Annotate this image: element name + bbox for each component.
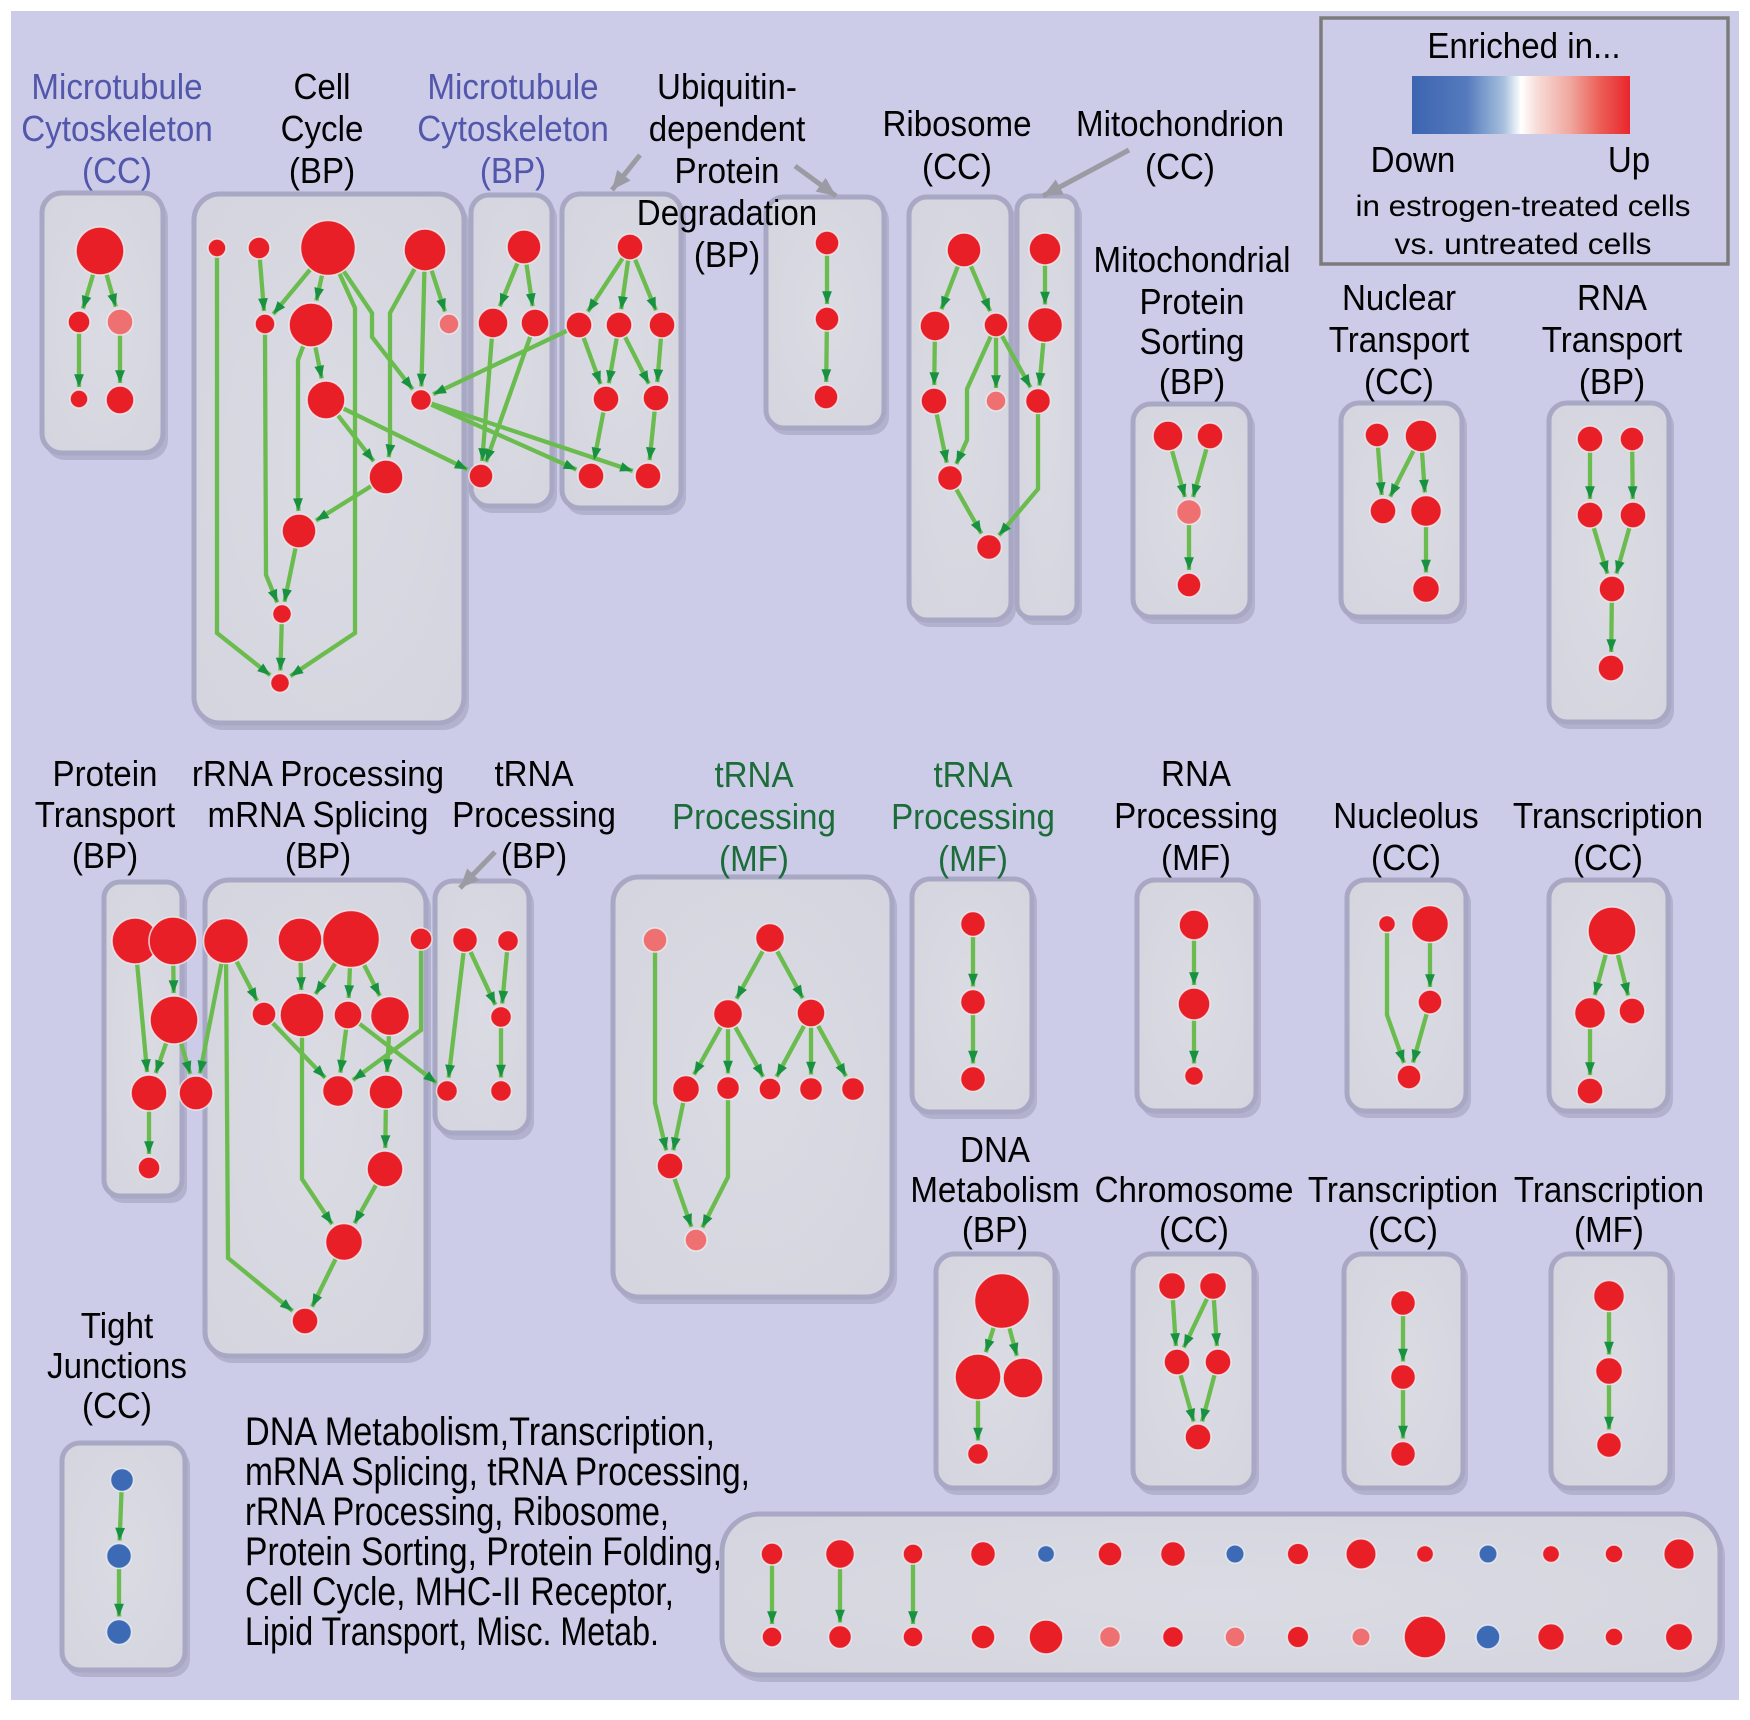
svg-text:Processing: Processing xyxy=(452,794,616,835)
svg-text:Mitochondrion: Mitochondrion xyxy=(1076,103,1284,144)
svg-text:Transport: Transport xyxy=(1329,319,1470,360)
svg-text:(CC): (CC) xyxy=(1364,361,1434,402)
svg-text:Ribosome: Ribosome xyxy=(882,103,1031,144)
svg-text:Microtubule: Microtubule xyxy=(427,66,598,107)
svg-text:(BP): (BP) xyxy=(1579,361,1645,402)
svg-text:Tight: Tight xyxy=(81,1305,153,1346)
svg-text:(BP): (BP) xyxy=(289,150,355,191)
svg-text:Nucleolus: Nucleolus xyxy=(1333,795,1478,836)
svg-text:mRNA Splicing: mRNA Splicing xyxy=(208,794,429,835)
svg-text:Cell: Cell xyxy=(293,66,350,107)
svg-text:Ubiquitin-: Ubiquitin- xyxy=(657,66,797,107)
svg-text:(BP): (BP) xyxy=(501,835,567,876)
svg-text:dependent: dependent xyxy=(649,108,806,149)
svg-text:Transport: Transport xyxy=(1542,319,1683,360)
svg-text:(BP): (BP) xyxy=(480,150,546,191)
svg-text:Up: Up xyxy=(1608,139,1650,180)
svg-text:rRNA Processing: rRNA Processing xyxy=(192,753,444,794)
svg-text:Chromosome: Chromosome xyxy=(1095,1169,1294,1210)
svg-text:DNA Metabolism,Transcription,: DNA Metabolism,Transcription, xyxy=(245,1410,715,1454)
svg-text:Nuclear: Nuclear xyxy=(1342,277,1456,318)
svg-text:(BP): (BP) xyxy=(1159,361,1225,402)
svg-text:Transport: Transport xyxy=(35,794,176,835)
svg-text:Processing: Processing xyxy=(891,796,1055,837)
svg-text:tRNA: tRNA xyxy=(714,754,793,795)
svg-text:Protein: Protein xyxy=(675,150,780,191)
svg-text:Degradation: Degradation xyxy=(637,192,817,233)
svg-text:Processing: Processing xyxy=(1114,795,1278,836)
svg-text:vs. untreated cells: vs. untreated cells xyxy=(1395,228,1652,261)
svg-text:(CC): (CC) xyxy=(1159,1209,1229,1250)
svg-text:Mitochondrial: Mitochondrial xyxy=(1094,239,1291,280)
svg-text:Cell Cycle, MHC-II Receptor,: Cell Cycle, MHC-II Receptor, xyxy=(245,1570,674,1614)
svg-text:(CC): (CC) xyxy=(1368,1209,1438,1250)
svg-text:(MF): (MF) xyxy=(1161,837,1231,878)
svg-text:rRNA Processing, Ribosome,: rRNA Processing, Ribosome, xyxy=(245,1490,669,1534)
svg-text:(CC): (CC) xyxy=(1145,146,1215,187)
svg-text:Junctions: Junctions xyxy=(47,1345,187,1386)
svg-text:Processing: Processing xyxy=(672,796,836,837)
svg-text:Protein Sorting, Protein Foldi: Protein Sorting, Protein Folding, xyxy=(245,1530,722,1574)
svg-text:Metabolism: Metabolism xyxy=(910,1169,1079,1210)
svg-text:(MF): (MF) xyxy=(1574,1209,1644,1250)
svg-text:Transcription: Transcription xyxy=(1308,1169,1498,1210)
svg-text:Transcription: Transcription xyxy=(1513,795,1703,836)
svg-text:(BP): (BP) xyxy=(694,234,760,275)
svg-text:Enriched in...: Enriched in... xyxy=(1427,25,1620,66)
svg-text:Transcription: Transcription xyxy=(1514,1169,1704,1210)
svg-text:(CC): (CC) xyxy=(82,1385,152,1426)
svg-text:RNA: RNA xyxy=(1161,753,1231,794)
svg-text:tRNA: tRNA xyxy=(494,753,573,794)
svg-text:Protein: Protein xyxy=(53,753,158,794)
svg-text:(CC): (CC) xyxy=(82,150,152,191)
svg-text:tRNA: tRNA xyxy=(933,754,1012,795)
svg-text:Protein: Protein xyxy=(1140,281,1245,322)
svg-text:(BP): (BP) xyxy=(285,835,351,876)
svg-text:(BP): (BP) xyxy=(962,1209,1028,1250)
svg-text:Sorting: Sorting xyxy=(1140,321,1245,362)
svg-text:(CC): (CC) xyxy=(1371,837,1441,878)
svg-text:(CC): (CC) xyxy=(922,146,992,187)
svg-text:mRNA Splicing, tRNA Processing: mRNA Splicing, tRNA Processing, xyxy=(245,1450,750,1494)
svg-text:Down: Down xyxy=(1371,139,1456,180)
svg-text:RNA: RNA xyxy=(1577,277,1647,318)
svg-text:Cycle: Cycle xyxy=(281,108,364,149)
svg-text:DNA: DNA xyxy=(960,1129,1030,1170)
svg-text:(BP): (BP) xyxy=(72,835,138,876)
svg-text:in estrogen-treated cells: in estrogen-treated cells xyxy=(1356,190,1691,223)
svg-text:Cytoskeleton: Cytoskeleton xyxy=(21,108,213,149)
svg-text:Cytoskeleton: Cytoskeleton xyxy=(417,108,609,149)
svg-text:(CC): (CC) xyxy=(1573,837,1643,878)
svg-text:(MF): (MF) xyxy=(938,838,1008,879)
svg-text:Lipid Transport, Misc. Metab.: Lipid Transport, Misc. Metab. xyxy=(245,1610,659,1654)
svg-text:(MF): (MF) xyxy=(719,838,789,879)
svg-text:Microtubule: Microtubule xyxy=(31,66,202,107)
